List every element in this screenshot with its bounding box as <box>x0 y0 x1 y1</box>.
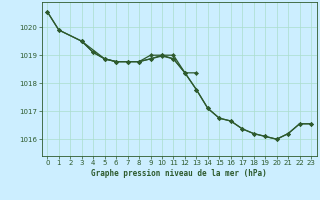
X-axis label: Graphe pression niveau de la mer (hPa): Graphe pression niveau de la mer (hPa) <box>91 169 267 178</box>
